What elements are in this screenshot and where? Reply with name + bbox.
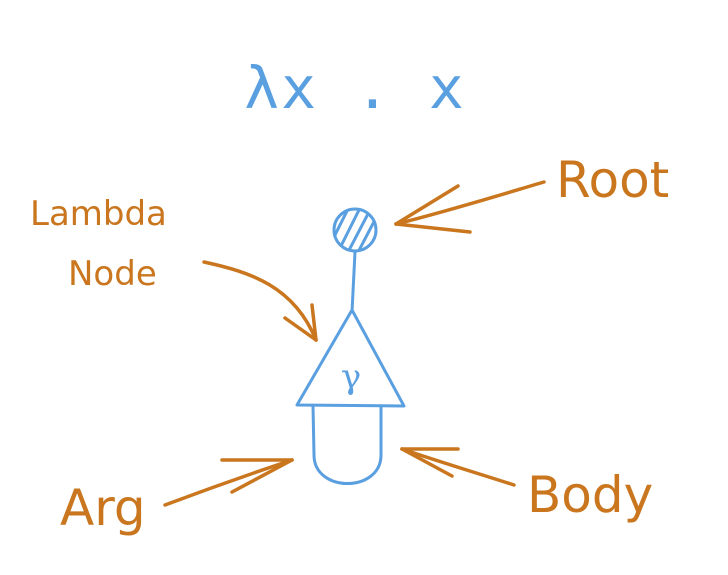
body-arrow [400, 447, 516, 487]
lambda-node-symbol: γ [341, 357, 361, 397]
body-label: Body [527, 466, 653, 524]
arg-arrow [163, 458, 294, 507]
arg-label: Arg [60, 479, 146, 537]
root-arrow [394, 180, 546, 234]
lambda-expression-title: λx . x [244, 54, 466, 122]
root-node [332, 207, 378, 253]
root-edge [350, 250, 357, 314]
lambda-node-label-line2: Node [68, 254, 157, 294]
lambda-node: γ [295, 308, 406, 408]
lambda-node-label-line1: Lambda [30, 194, 167, 234]
lambda-node-arrow [202, 260, 318, 342]
root-label: Root [556, 151, 669, 209]
body-shape [311, 404, 383, 485]
